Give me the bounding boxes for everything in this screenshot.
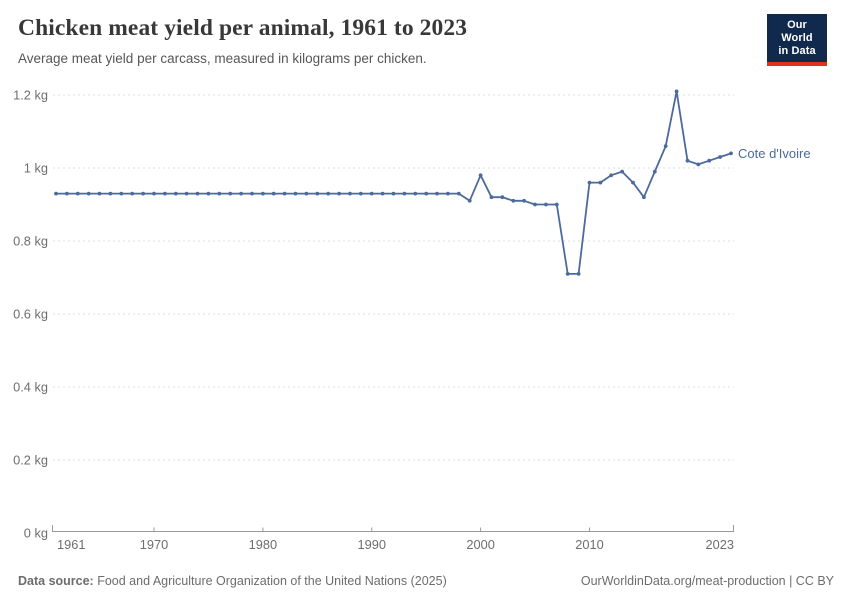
data-point: [163, 191, 167, 196]
data-point: [348, 191, 352, 196]
y-tick-label: 0.6 kg: [13, 307, 48, 322]
data-point: [337, 191, 341, 196]
data-point: [456, 191, 461, 196]
data-point: [424, 191, 429, 196]
data-source-text: Food and Agriculture Organization of the…: [97, 574, 447, 588]
x-tick-label: 1961: [57, 537, 85, 552]
y-tick-label: 1.2 kg: [13, 88, 48, 103]
owid-logo[interactable]: Our World in Data: [767, 14, 827, 66]
page-title: Chicken meat yield per animal, 1961 to 2…: [18, 15, 468, 41]
data-point: [65, 191, 69, 196]
data-point: [315, 191, 320, 196]
data-point: [184, 191, 189, 196]
data-point: [446, 191, 450, 196]
data-point: [554, 202, 559, 207]
data-point: [261, 191, 265, 196]
data-point: [217, 191, 222, 196]
data-point: [696, 162, 701, 167]
data-point: [533, 202, 537, 207]
data-source-label: Data source:: [18, 574, 94, 588]
data-point: [141, 191, 146, 196]
data-point: [489, 195, 494, 200]
data-point: [674, 89, 679, 94]
data-point: [413, 191, 418, 196]
data-point: [663, 144, 668, 149]
owid-logo-line2: in Data: [778, 45, 816, 57]
y-tick-label: 0.8 kg: [13, 234, 48, 249]
data-point: [522, 198, 526, 203]
data-point: [326, 191, 331, 196]
data-point: [228, 191, 233, 196]
owid-logo-line1: Our World: [781, 19, 813, 44]
y-tick-label: 1 kg: [24, 161, 48, 176]
data-point: [119, 191, 124, 196]
data-point: [304, 191, 309, 196]
y-tick-label: 0.4 kg: [13, 380, 48, 395]
data-point: [685, 158, 690, 163]
data-point: [152, 191, 156, 196]
data-point: [293, 191, 298, 196]
x-tick-label: 1980: [249, 537, 277, 552]
data-line: [55, 90, 732, 275]
data-point: [718, 155, 722, 159]
data-point: [239, 191, 244, 196]
data-point: [707, 158, 712, 163]
chart-header: Chicken meat yield per animal, 1961 to 2…: [18, 15, 740, 66]
data-source: Data source: Food and Agriculture Organi…: [18, 574, 447, 588]
data-point: [108, 191, 113, 196]
data-point: [271, 191, 276, 196]
data-point: [195, 191, 200, 196]
data-point: [380, 191, 385, 196]
data-point: [576, 272, 581, 276]
data-point: [402, 191, 407, 196]
data-point: [544, 202, 548, 207]
data-point: [500, 195, 505, 200]
data-point: [130, 191, 135, 196]
data-point: [729, 151, 733, 156]
data-point: [620, 169, 624, 174]
data-point: [75, 191, 80, 196]
data-point: [173, 191, 178, 196]
x-tick-label: 2023: [706, 537, 734, 552]
data-point: [467, 198, 472, 203]
data-point: [54, 191, 58, 196]
data-point: [587, 180, 592, 185]
data-point: [282, 191, 287, 196]
data-point: [511, 198, 516, 203]
x-tick-label: 1990: [357, 537, 385, 552]
data-point: [565, 272, 570, 276]
data-point: [642, 195, 646, 200]
x-tick-label: 2000: [466, 537, 494, 552]
y-tick-label: 0 kg: [24, 526, 48, 541]
data-point: [652, 169, 657, 174]
data-point: [206, 191, 211, 196]
data-point: [391, 191, 396, 196]
data-point: [369, 191, 374, 196]
data-point: [358, 191, 363, 196]
series-label: Cote d'Ivoire: [738, 146, 811, 161]
x-tick-label: 1970: [140, 537, 168, 552]
y-tick-label: 0.2 kg: [13, 453, 48, 468]
chart-footer: Data source: Food and Agriculture Organi…: [18, 574, 834, 588]
data-point: [598, 180, 603, 185]
data-point: [631, 180, 635, 185]
data-point: [478, 173, 483, 178]
data-point: [97, 191, 102, 196]
data-point: [435, 191, 439, 196]
x-tick-label: 2010: [575, 537, 603, 552]
data-point: [250, 191, 254, 196]
data-point: [609, 173, 614, 178]
data-point: [86, 191, 91, 196]
credit-link[interactable]: OurWorldinData.org/meat-production | CC …: [580, 574, 834, 588]
chart-subtitle: Average meat yield per carcass, measured…: [18, 51, 427, 66]
